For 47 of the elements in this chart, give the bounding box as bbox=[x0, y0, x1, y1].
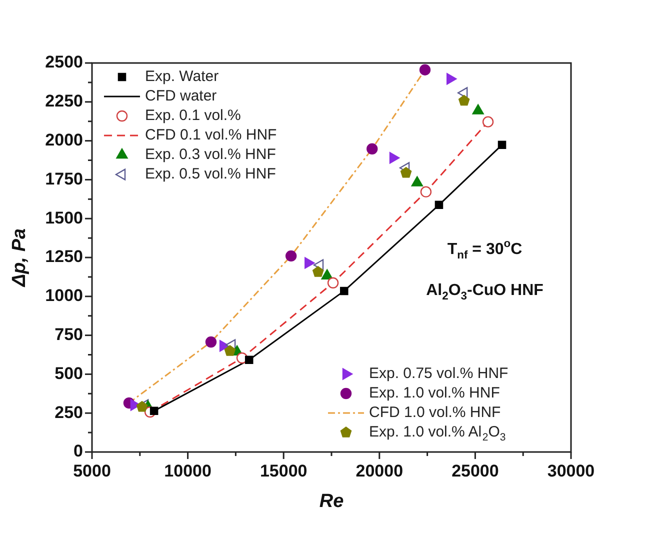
point bbox=[400, 166, 412, 178]
y-tick-label: 1250 bbox=[45, 247, 83, 266]
x-tick-label: 25000 bbox=[452, 462, 499, 481]
point bbox=[434, 200, 444, 210]
legend-label: Exp. 0.3 vol.% HNF bbox=[145, 146, 276, 164]
legend-label: CFD 0.1 vol.% HNF bbox=[145, 126, 277, 144]
point bbox=[458, 94, 470, 106]
y-tick-label: 750 bbox=[54, 324, 83, 344]
point bbox=[312, 266, 324, 277]
point bbox=[419, 64, 431, 76]
point bbox=[285, 250, 297, 262]
x-tick-label: 30000 bbox=[547, 462, 595, 481]
legend-label: CFD water bbox=[145, 88, 217, 105]
point bbox=[244, 356, 254, 364]
legend-label: Exp. 0.5 vol.% HNF bbox=[145, 166, 276, 183]
point bbox=[224, 345, 236, 356]
legend-label: CFD 1.0 vol.% HNF bbox=[369, 404, 501, 422]
y-tick-label: 0 bbox=[74, 442, 83, 461]
legend-label: Exp. Water bbox=[145, 68, 219, 86]
point bbox=[482, 116, 494, 128]
x-tick-label: 20000 bbox=[356, 462, 404, 481]
point bbox=[150, 406, 158, 416]
point bbox=[205, 336, 217, 348]
x-tick-label: 5000 bbox=[73, 462, 111, 481]
y-tick-label: 250 bbox=[54, 402, 83, 422]
y-tick-label: 2000 bbox=[45, 130, 83, 150]
y-tick-label: 1000 bbox=[45, 286, 83, 306]
legend-label: Exp. 1.0 vol.% HNF bbox=[369, 384, 500, 402]
y-tick-label: 500 bbox=[54, 364, 83, 383]
point bbox=[340, 286, 348, 296]
y-tick-label: 1750 bbox=[45, 169, 83, 188]
y-tick-label: 1500 bbox=[45, 208, 83, 228]
point bbox=[411, 176, 423, 186]
point bbox=[472, 104, 484, 114]
legend-label: Exp. 0.1 vol.% bbox=[145, 107, 241, 124]
point bbox=[420, 186, 432, 198]
x-axis-title: Re bbox=[319, 491, 344, 512]
y-tick-label: 2250 bbox=[45, 92, 83, 111]
point bbox=[498, 140, 506, 149]
y-tick-label: 2500 bbox=[45, 52, 83, 72]
x-tick-label: 15000 bbox=[260, 462, 308, 481]
x-tick-label: 10000 bbox=[164, 462, 212, 481]
point bbox=[327, 277, 339, 288]
legend-label: Exp. 0.75 vol.% HNF bbox=[369, 365, 508, 382]
y-axis-title: Δp, Pa bbox=[9, 228, 30, 288]
point bbox=[366, 143, 378, 154]
point bbox=[321, 269, 333, 280]
